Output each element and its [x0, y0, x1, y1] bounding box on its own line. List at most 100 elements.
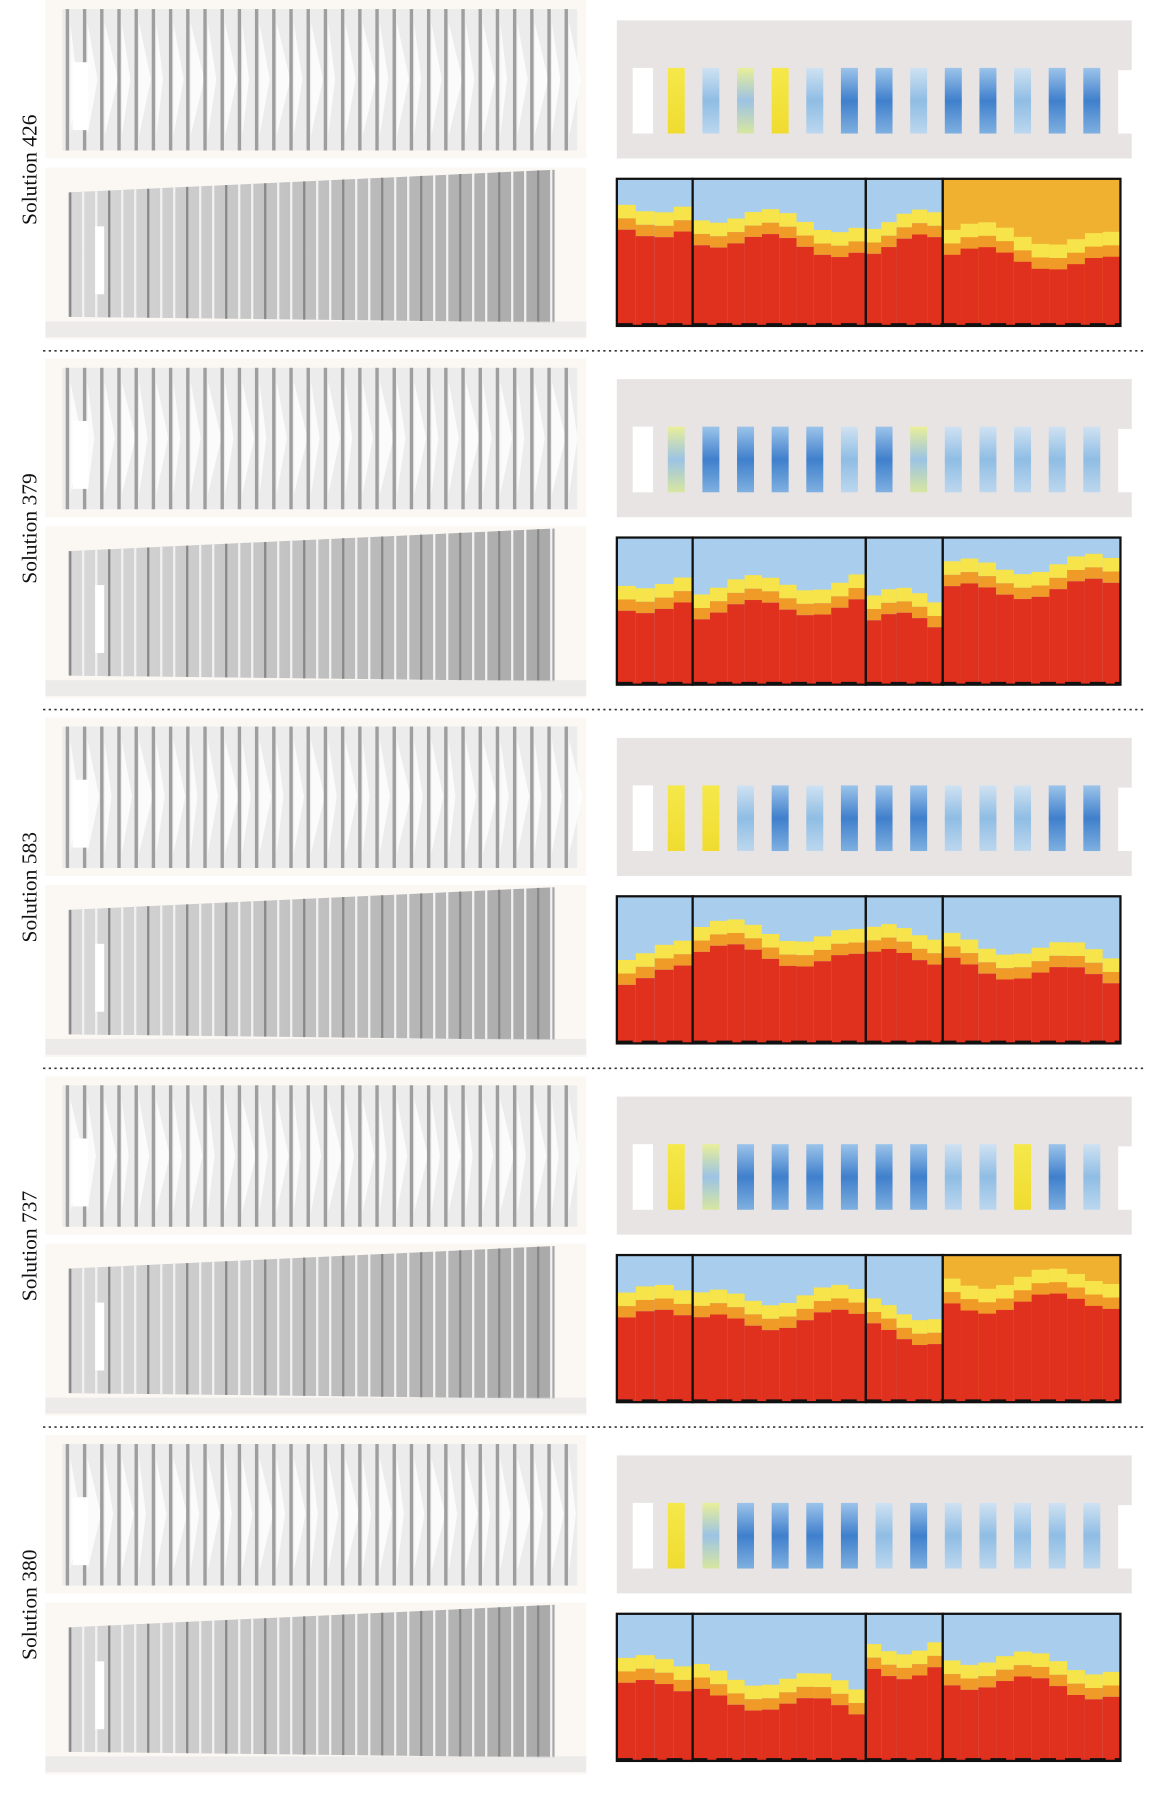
row-label: Solution 379: [18, 473, 42, 584]
heat-cell: [616, 959, 637, 974]
heat-cell: [978, 587, 997, 685]
fin: [564, 726, 568, 869]
heat-cell: [709, 247, 728, 326]
heat-cell: [673, 954, 694, 966]
heat-cell: [635, 978, 656, 1044]
heat-cell: [848, 574, 867, 589]
fin: [100, 367, 104, 510]
heat-cell: [779, 226, 798, 239]
heat-cell: [927, 237, 944, 326]
window: [1083, 67, 1101, 134]
heat-cell: [635, 1668, 656, 1681]
heat-cell: [692, 1317, 711, 1403]
fin: [254, 367, 259, 510]
heat-cell: [848, 1689, 867, 1704]
solution-row: Solution 583: [18, 717, 1144, 1070]
fin: [495, 9, 500, 151]
opening: [72, 1138, 89, 1207]
fin: [426, 726, 431, 869]
heat-cell: [960, 964, 979, 1044]
panel: [500, 740, 509, 854]
fin: [512, 726, 517, 869]
window: [1048, 785, 1066, 852]
panel: [328, 1457, 339, 1571]
window: [771, 67, 789, 134]
fin: [426, 367, 431, 510]
window: [632, 1144, 654, 1210]
heat-cell: [865, 1312, 882, 1324]
window: [1083, 1144, 1101, 1210]
heat-cell: [1013, 236, 1033, 251]
fin: [220, 1085, 224, 1227]
heat-cell: [1102, 245, 1122, 257]
heat-cell: [779, 941, 798, 955]
heat-cell: [813, 243, 832, 255]
heat-section: [941, 536, 1122, 686]
panel: [551, 740, 563, 854]
perspective: [67, 528, 555, 682]
fin: [306, 9, 310, 151]
heat-cell: [896, 1679, 913, 1761]
heat-cell: [779, 1327, 798, 1403]
heat-cell: [779, 584, 798, 599]
heat-cell: [927, 1642, 944, 1656]
panel: [207, 381, 222, 495]
fin: [375, 1444, 379, 1586]
panel: [139, 22, 151, 136]
heat-cell: [881, 948, 898, 1044]
window: [840, 1144, 858, 1210]
heat-cell: [635, 953, 656, 967]
elevation: [62, 1444, 578, 1586]
fin: [426, 1085, 431, 1227]
heat-cell: [1102, 1685, 1122, 1697]
heat-cell: [831, 596, 850, 608]
fin: [272, 1085, 276, 1227]
heat-cell: [1013, 1276, 1033, 1291]
fin: [495, 1444, 500, 1586]
panel: [379, 1457, 392, 1571]
heat-cell: [1102, 971, 1122, 984]
heat-cell: [960, 237, 979, 249]
window: [979, 67, 997, 134]
panel: [569, 740, 583, 854]
panel: [379, 381, 394, 495]
panel: [431, 740, 444, 854]
heat-cell: [848, 942, 867, 954]
fin: [117, 1085, 121, 1227]
heat-cell: [1031, 571, 1050, 586]
panel: [139, 381, 148, 495]
fin: [547, 1085, 551, 1227]
panel: [242, 1098, 256, 1213]
heat-cell: [1102, 983, 1122, 1044]
heat-cell: [727, 944, 746, 1044]
heat-cell: [796, 590, 815, 604]
fin: [530, 726, 534, 869]
heat-cell: [727, 1318, 746, 1403]
panel: [534, 22, 549, 136]
heat-cell: [896, 941, 913, 953]
heat-cell: [635, 1286, 656, 1300]
heat-cell: [1049, 955, 1068, 968]
perspective: [67, 1604, 555, 1758]
panel: [431, 381, 439, 495]
window: [702, 1502, 720, 1569]
panel: [431, 1457, 446, 1571]
heat-cell: [635, 588, 656, 602]
window: [667, 785, 685, 852]
window: [1083, 1502, 1101, 1569]
heat-cell: [709, 1289, 728, 1304]
fin: [254, 726, 259, 869]
panel: [362, 22, 377, 136]
heat-cell: [709, 601, 728, 613]
heat-cell: [709, 587, 728, 602]
window: [632, 426, 654, 493]
fin: [409, 367, 414, 510]
heat-cell: [813, 1301, 832, 1313]
heat-cell: [1067, 942, 1086, 957]
window: [1048, 67, 1066, 134]
heat-cell: [1084, 1699, 1104, 1761]
panel: [190, 1457, 200, 1571]
panel: [139, 1457, 146, 1571]
heat-cell: [1031, 947, 1050, 962]
heat-cell: [1084, 233, 1104, 247]
